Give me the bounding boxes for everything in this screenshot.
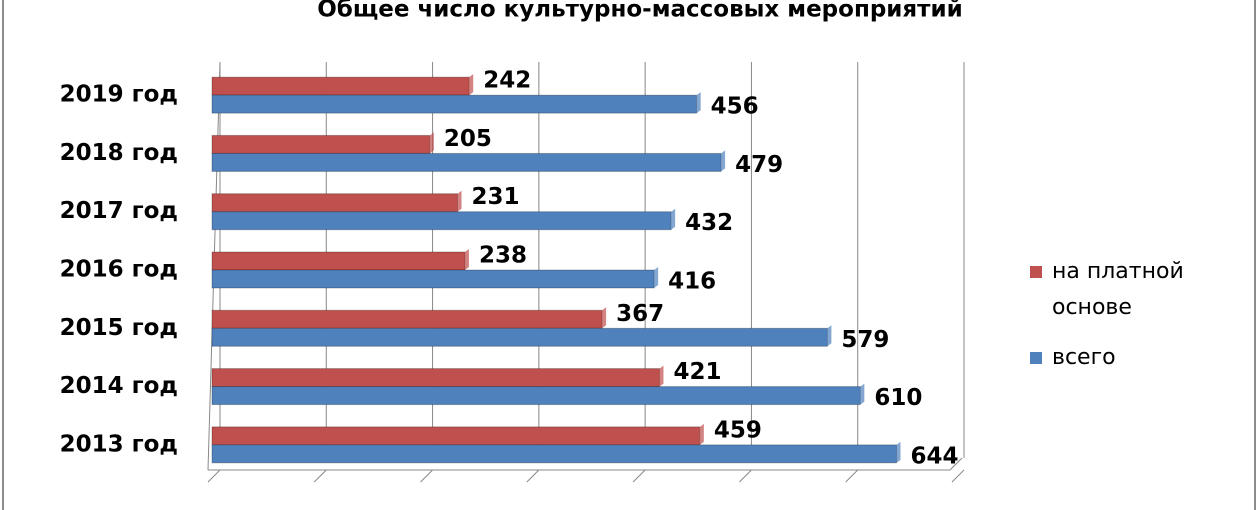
tick-mark <box>951 469 965 483</box>
bar <box>211 76 470 96</box>
legend-label: всего <box>1052 345 1116 370</box>
bar <box>211 211 672 231</box>
y-tick-label: 2019 год <box>60 82 178 108</box>
tick-mark <box>207 469 221 483</box>
bar <box>211 269 655 289</box>
value-label: 459 <box>714 417 762 443</box>
y-tick-label: 2015 год <box>60 315 178 341</box>
value-label: 479 <box>735 152 783 178</box>
y-tick-label: 2014 год <box>60 373 178 399</box>
bar-side <box>429 132 434 154</box>
bar <box>211 426 701 446</box>
value-label: 205 <box>444 126 492 152</box>
bar-side <box>827 325 832 347</box>
legend-swatch <box>1030 266 1042 278</box>
tick-mark <box>313 469 327 483</box>
legend-label: на платной основе <box>1052 259 1184 320</box>
bar-side <box>860 383 865 405</box>
tick-mark <box>526 469 540 483</box>
value-label: 456 <box>711 94 759 120</box>
bar-side <box>457 190 462 212</box>
y-tick-label: 2018 год <box>60 140 178 166</box>
bar-side <box>896 441 901 463</box>
value-label: 579 <box>841 327 889 353</box>
value-label: 421 <box>673 359 721 385</box>
value-label: 367 <box>616 301 664 327</box>
bar <box>211 444 897 464</box>
bar <box>211 327 828 347</box>
y-tick-label: 2017 год <box>60 198 178 224</box>
tick-mark <box>420 469 433 483</box>
legend-swatch <box>1030 352 1042 364</box>
bar <box>211 368 660 388</box>
value-label: 231 <box>472 184 520 210</box>
bar <box>211 134 431 154</box>
bar-side <box>602 307 607 329</box>
tick-mark <box>739 469 752 483</box>
bar-side <box>659 365 664 387</box>
bar <box>211 193 459 213</box>
bar-side <box>671 208 676 230</box>
value-label: 416 <box>668 269 716 295</box>
tick-mark <box>845 469 859 483</box>
bar-side <box>696 92 701 114</box>
y-tick-label: 2016 год <box>60 257 178 283</box>
bar <box>211 309 603 329</box>
value-label: 238 <box>479 243 527 269</box>
bar-side <box>699 423 704 445</box>
value-label: 242 <box>483 68 531 94</box>
bar-side <box>721 150 726 172</box>
y-tick-label: 2013 год <box>60 431 178 457</box>
legend-item: всего <box>1030 340 1222 376</box>
bar-side <box>654 267 659 288</box>
bar-side <box>469 74 474 96</box>
chart-title: Общее число культурно-массовых мероприят… <box>317 0 963 23</box>
value-label: 610 <box>874 385 922 411</box>
bar <box>211 251 466 271</box>
bar <box>211 386 861 406</box>
bar <box>211 152 722 172</box>
bar-side <box>464 249 469 270</box>
legend-item: на платной основе <box>1030 254 1222 326</box>
tick-mark <box>632 469 646 483</box>
value-label: 432 <box>685 210 733 236</box>
bar <box>211 94 698 114</box>
value-label: 644 <box>910 443 958 469</box>
